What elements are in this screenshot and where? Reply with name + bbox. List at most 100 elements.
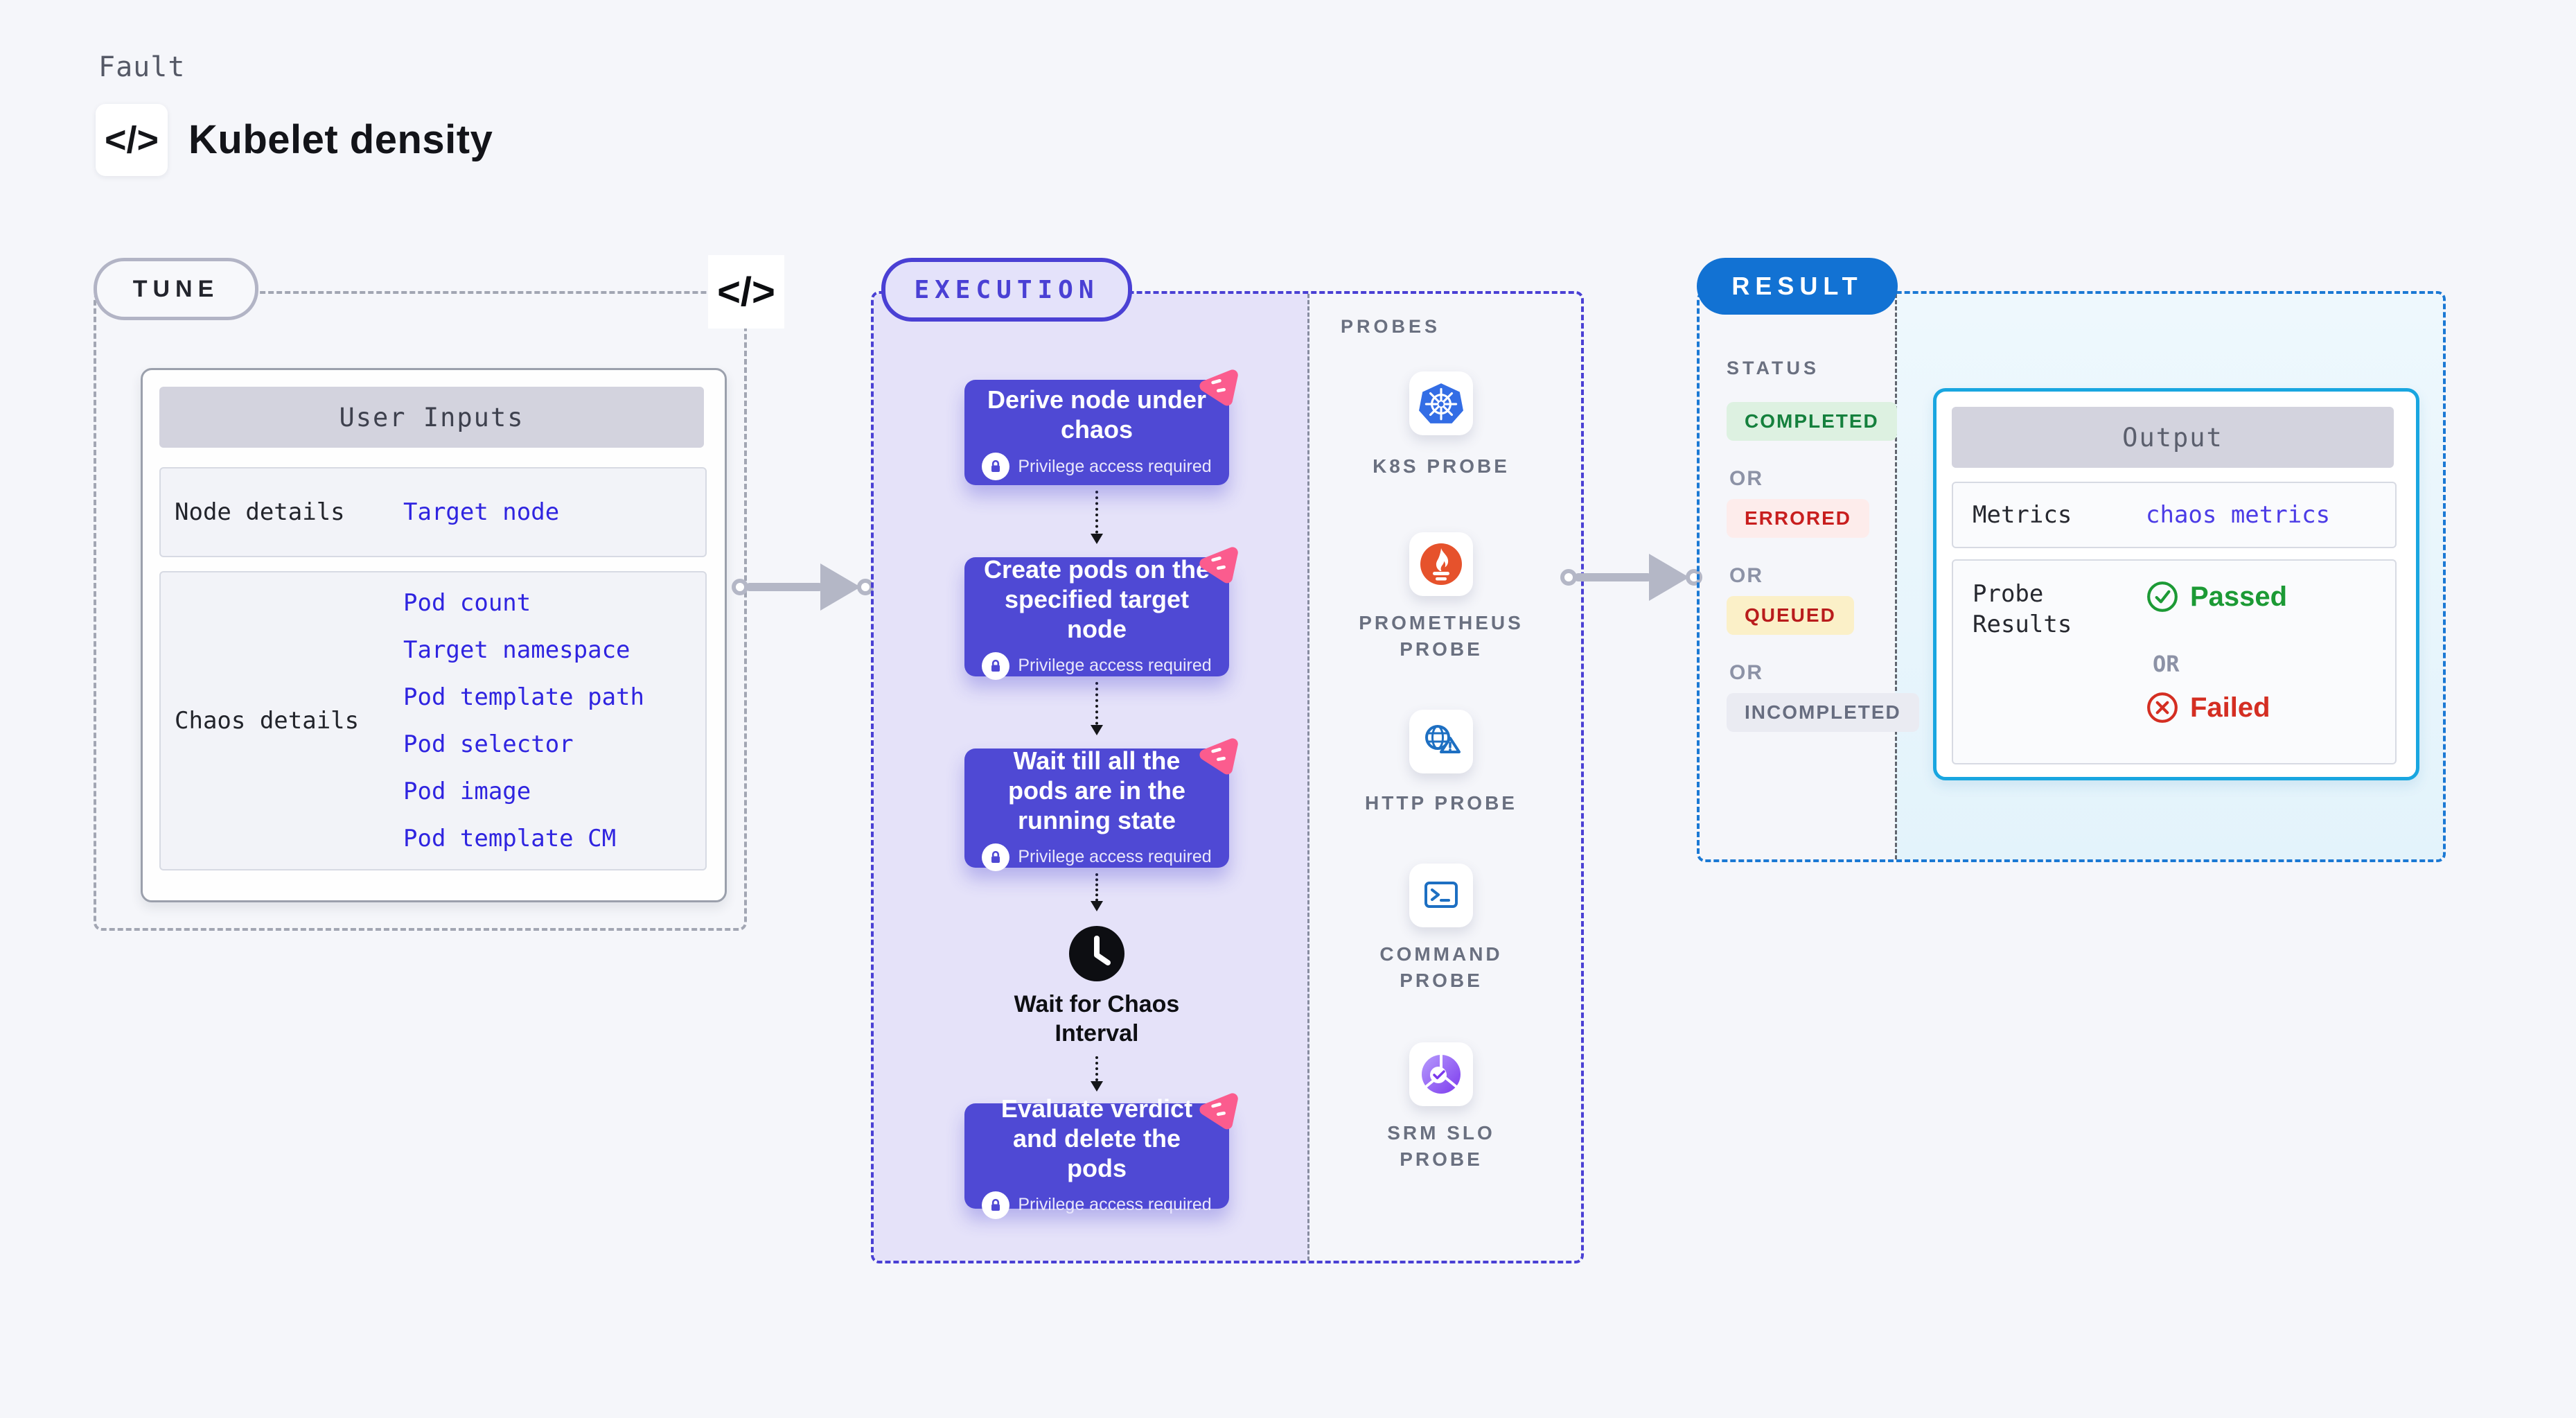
input-link-target-node[interactable]: Target node bbox=[403, 498, 560, 526]
probe-results-label-line: Probe bbox=[1973, 580, 2044, 608]
input-link-pod-selector[interactable]: Pod selector bbox=[403, 730, 574, 758]
privilege-note: Privilege access required bbox=[982, 453, 1212, 480]
privilege-label: Privilege access required bbox=[1018, 847, 1212, 866]
chaos-fault-icon bbox=[1193, 541, 1242, 586]
verdict-passed: Passed bbox=[2146, 580, 2287, 613]
chaos-fault-icon bbox=[1193, 732, 1242, 778]
probe-label-line: PROBE bbox=[1400, 970, 1483, 991]
probe-label-line: COMMAND bbox=[1379, 943, 1503, 965]
user-inputs-card: User Inputs Node details Target node Cha… bbox=[141, 368, 727, 902]
flow-connector bbox=[1091, 682, 1103, 735]
metrics-label: Metrics bbox=[1973, 501, 2072, 529]
privilege-note: Privilege access required bbox=[982, 843, 1212, 871]
terminal-icon bbox=[1424, 882, 1458, 908]
status-badge-queued: QUEUED bbox=[1727, 596, 1854, 635]
probe-label-line: K8S PROBE bbox=[1373, 455, 1510, 477]
metrics-row: Metrics chaos metrics bbox=[1952, 482, 2397, 548]
status-badge-incompleted: INCOMPLETED bbox=[1727, 693, 1919, 732]
fault-eyebrow: Fault bbox=[98, 51, 186, 83]
chaos-metrics-link[interactable]: chaos metrics bbox=[2146, 501, 2331, 529]
probe-results-row: Probe Results Passed OR Failed bbox=[1952, 559, 2397, 764]
k8s-probe-icon bbox=[1409, 371, 1473, 435]
probes-title: PROBES bbox=[1341, 316, 1441, 337]
srm-slo-probe-icon bbox=[1409, 1042, 1473, 1106]
status-badge-completed: COMPLETED bbox=[1727, 402, 1897, 441]
result-badge-label: RESULT bbox=[1731, 272, 1863, 300]
passed-label: Passed bbox=[2190, 581, 2288, 612]
execution-badge-label: EXECUTION bbox=[914, 275, 1100, 304]
code-glyph: </> bbox=[717, 269, 775, 315]
k8s-probe-label: K8S PROBE bbox=[1309, 453, 1573, 480]
clock-icon bbox=[1069, 926, 1124, 981]
probe-label-line: PROMETHEUS bbox=[1359, 612, 1524, 633]
step-title: Evaluate verdict and delete the pods bbox=[1000, 1094, 1193, 1182]
globe-warning-icon bbox=[1425, 725, 1461, 753]
code-icon: </> bbox=[96, 104, 168, 176]
arrow-execution-to-result bbox=[1560, 554, 1702, 601]
failed-label: Failed bbox=[2190, 692, 2270, 723]
slo-gauge-icon bbox=[1422, 1055, 1461, 1094]
row-label: Chaos details bbox=[175, 707, 360, 735]
input-link-pod-template-path[interactable]: Pod template path bbox=[403, 683, 644, 711]
check-circle-icon bbox=[2147, 581, 2178, 612]
privilege-note: Privilege access required bbox=[982, 1191, 1212, 1219]
step-title: Wait till all the pods are in the runnin… bbox=[1007, 746, 1186, 834]
prometheus-probe-label: PROMETHEUS PROBE bbox=[1309, 610, 1573, 663]
http-probe-icon bbox=[1409, 710, 1473, 773]
execution-badge: EXECUTION bbox=[881, 258, 1132, 322]
wait-for-chaos-interval-label: Wait for Chaos Interval bbox=[1014, 991, 1180, 1047]
code-glyph: </> bbox=[104, 119, 159, 161]
probe-label-line: PROBE bbox=[1400, 638, 1483, 660]
status-badge-errored: ERRORED bbox=[1727, 499, 1870, 538]
lock-icon bbox=[982, 843, 1010, 871]
or-separator: OR bbox=[1729, 661, 1763, 684]
probe-results-label-line: Results bbox=[1973, 611, 2072, 638]
step-wait-pods-running: Wait till all the pods are in the runnin… bbox=[964, 738, 1238, 871]
output-card: Output Metrics chaos metrics Probe Resul… bbox=[1933, 388, 2419, 780]
prometheus-probe-icon bbox=[1409, 532, 1473, 596]
probe-label-line: SRM SLO bbox=[1387, 1122, 1495, 1144]
command-probe-icon bbox=[1409, 864, 1473, 927]
input-link-pod-image[interactable]: Pod image bbox=[403, 778, 531, 805]
result-badge: RESULT bbox=[1697, 258, 1898, 315]
privilege-note: Privilege access required bbox=[982, 651, 1212, 680]
step-evaluate-verdict: Evaluate verdict and delete the pods Pri… bbox=[964, 1093, 1238, 1219]
arrow-tune-to-execution bbox=[732, 563, 874, 611]
http-probe-label: HTTP PROBE bbox=[1309, 790, 1573, 816]
step-create-pods: Create pods on the specified target node… bbox=[964, 547, 1238, 680]
flow-connector bbox=[1091, 491, 1103, 544]
step-title: Derive node under chaos bbox=[987, 385, 1207, 444]
command-probe-label: COMMAND PROBE bbox=[1309, 941, 1573, 994]
probe-label-line: HTTP PROBE bbox=[1365, 792, 1517, 814]
lock-icon bbox=[982, 453, 1010, 480]
input-link-pod-count[interactable]: Pod count bbox=[403, 589, 531, 617]
probe-results-label: Probe Results bbox=[1953, 579, 2072, 640]
tune-code-icon: </> bbox=[708, 255, 784, 329]
node-details-row: Node details Target node bbox=[159, 467, 707, 557]
step-derive-node: Derive node under chaos Privilege access… bbox=[964, 369, 1238, 485]
srm-slo-probe-label: SRM SLO PROBE bbox=[1309, 1120, 1573, 1173]
privilege-label: Privilege access required bbox=[1018, 656, 1212, 675]
lock-icon bbox=[982, 651, 1010, 680]
input-link-target-namespace[interactable]: Target namespace bbox=[403, 636, 630, 664]
tune-badge-label: TUNE bbox=[132, 275, 220, 302]
input-link-pod-template-cm[interactable]: Pod template CM bbox=[403, 825, 617, 852]
user-inputs-header: User Inputs bbox=[159, 387, 704, 448]
chaos-details-row: Chaos details Pod count Target namespace… bbox=[159, 571, 707, 870]
or-separator: OR bbox=[2153, 651, 2180, 677]
chaos-fault-icon bbox=[1193, 1087, 1242, 1132]
probe-label-line: PROBE bbox=[1400, 1148, 1483, 1170]
row-label: Node details bbox=[175, 498, 345, 526]
step-title: Create pods on the specified target node bbox=[983, 554, 1210, 643]
verdict-failed: Failed bbox=[2146, 691, 2270, 724]
kubernetes-icon bbox=[1419, 383, 1463, 423]
page-title: Kubelet density bbox=[188, 117, 493, 162]
x-circle-icon bbox=[2147, 692, 2178, 723]
flow-connector bbox=[1091, 873, 1103, 911]
output-header: Output bbox=[1952, 407, 2394, 468]
flow-connector bbox=[1091, 1056, 1103, 1092]
tune-section bbox=[94, 291, 747, 931]
or-separator: OR bbox=[1729, 564, 1763, 587]
status-title: STATUS bbox=[1727, 358, 1819, 378]
lock-icon bbox=[982, 1191, 1010, 1219]
